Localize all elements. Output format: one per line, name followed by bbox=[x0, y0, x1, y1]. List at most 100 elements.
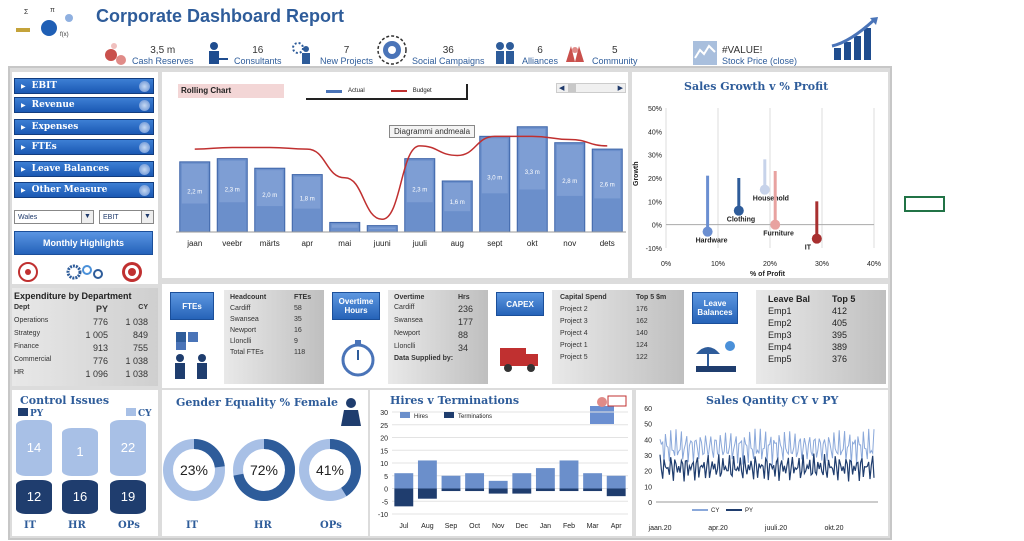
bar-highlight bbox=[594, 151, 621, 199]
terminations-bar bbox=[441, 488, 461, 492]
legend-py-label: PY bbox=[745, 508, 753, 514]
nav-revenue[interactable]: ▶ Revenue bbox=[14, 97, 154, 113]
point bbox=[733, 205, 744, 216]
rolling-chart-label: Rolling Chart bbox=[178, 84, 284, 98]
kpi-consultants: 16 Consultants bbox=[204, 34, 282, 66]
control-py-it: 14 bbox=[16, 420, 52, 476]
gears-icon bbox=[66, 264, 103, 280]
bar-label: 2,8 m bbox=[562, 179, 577, 185]
control-label-hr: HR bbox=[68, 520, 86, 531]
scroll-left-icon[interactable]: ◀ bbox=[559, 85, 565, 92]
x-tick-label: Nov bbox=[492, 523, 505, 530]
y-tick-label: 30% bbox=[648, 153, 662, 160]
budget-line bbox=[194, 135, 608, 220]
bar-label: 2,0 m bbox=[262, 193, 277, 199]
scroll-right-icon[interactable]: ▶ bbox=[617, 85, 623, 92]
table-cell: 405 bbox=[832, 318, 848, 328]
gender-panel bbox=[162, 390, 368, 536]
kpi-value: 6 bbox=[537, 45, 543, 56]
table-cell: 849 bbox=[132, 330, 148, 340]
control-py-hr: 1 bbox=[62, 428, 98, 476]
legend-cy-swatch bbox=[126, 408, 136, 416]
table-cell: Commercial bbox=[14, 356, 52, 363]
table-cell: Cardiff bbox=[230, 305, 251, 312]
project-icon bbox=[292, 42, 310, 64]
nav-leave-balances[interactable]: ▶ Leave Balances bbox=[14, 161, 154, 177]
x-axis-title: % of Profit bbox=[750, 271, 786, 278]
ftes-tile[interactable]: FTEs bbox=[170, 292, 214, 320]
point-label: IT bbox=[805, 245, 812, 252]
piggy-bank-icon bbox=[105, 43, 126, 65]
table-cell: Project 1 bbox=[560, 342, 588, 349]
legend-py-label: PY bbox=[30, 409, 44, 419]
donut-value: 23% bbox=[180, 462, 208, 478]
capex-tile[interactable]: CAPEX bbox=[496, 292, 544, 316]
bar-highlight bbox=[519, 128, 546, 190]
table-cell: Strategy bbox=[14, 330, 41, 337]
bar-highlight bbox=[556, 144, 583, 196]
y-tick-label: 60 bbox=[644, 406, 652, 413]
community-icon bbox=[566, 46, 584, 62]
donut-arc bbox=[299, 439, 361, 501]
y-tick-label: 10% bbox=[648, 199, 662, 206]
legend-terminations: Terminations bbox=[458, 414, 492, 420]
gender-title: Gender Equality % Female bbox=[176, 396, 338, 409]
hires-bar bbox=[465, 473, 485, 489]
table-cell: 9 bbox=[294, 338, 298, 345]
x-tick-label: 30% bbox=[815, 261, 829, 268]
svg-text:f(x): f(x) bbox=[60, 32, 69, 38]
scroll-thumb[interactable] bbox=[568, 84, 577, 92]
monthly-highlights-button[interactable]: Monthly Highlights bbox=[14, 231, 153, 255]
nav-other-measure[interactable]: ▶ Other Measure bbox=[14, 182, 154, 198]
sales-growth-chart: -10% 0% 10% 20% 30% 40% 50% 0% 10% 20% 30% 40% % of … bbox=[633, 106, 881, 278]
nav-ftes[interactable]: ▶ FTEs bbox=[14, 139, 154, 155]
leave-balances-tile[interactable]: Leave Balances bbox=[692, 292, 738, 324]
chevron-down-icon: ▼ bbox=[81, 211, 93, 223]
region-select[interactable]: Wales ▼ bbox=[14, 210, 94, 224]
nav-ebit[interactable]: ▶ EBIT bbox=[14, 78, 154, 94]
y-tick-label: 30 bbox=[380, 410, 388, 417]
social-icon bbox=[377, 35, 407, 65]
chart-scrollbar[interactable]: ◀ ▶ bbox=[556, 83, 626, 93]
bar-highlight bbox=[256, 170, 283, 207]
terminations-bar bbox=[394, 488, 414, 507]
y-tick-label: 50% bbox=[648, 106, 662, 113]
overtime-table: Overtime Hrs Cardiff 236 Swansea 177 Newpor… bbox=[388, 290, 488, 384]
table-cell: 755 bbox=[132, 343, 148, 353]
chevron-down-icon: ▼ bbox=[141, 211, 153, 223]
terminations-bar bbox=[465, 488, 485, 492]
puzzle-people-icon bbox=[175, 332, 207, 379]
kpi-label: Cash Reserves bbox=[132, 56, 194, 66]
terminations-bar bbox=[535, 488, 555, 492]
gender-label-ops: OPs bbox=[320, 520, 342, 531]
hires-title: Hires v Terminations bbox=[390, 394, 520, 407]
measure-select-value: EBIT bbox=[103, 213, 119, 221]
overtime-tile[interactable]: Overtime Hours bbox=[332, 292, 380, 320]
kpi-label: Stock Price (close) bbox=[722, 56, 798, 66]
nav-expenses[interactable]: ▶ Expenses bbox=[14, 119, 154, 135]
y-tick-label: 20 bbox=[380, 436, 388, 443]
terminations-bar bbox=[417, 488, 437, 499]
x-tick-label: mai bbox=[338, 239, 351, 248]
col-header: Headcount bbox=[230, 294, 267, 301]
target-icon bbox=[122, 262, 142, 282]
measure-select[interactable]: EBIT ▼ bbox=[99, 210, 154, 224]
person-icon bbox=[341, 398, 361, 426]
kpi-label: Social Campaigns bbox=[412, 56, 485, 66]
chart-legend: Actual Budget bbox=[306, 84, 468, 100]
bar-highlight bbox=[294, 176, 321, 209]
x-tick-label: sept bbox=[487, 239, 503, 248]
kpi-value: 36 bbox=[442, 45, 454, 56]
y-tick-label: 10 bbox=[644, 484, 652, 491]
table-cell: Newport bbox=[394, 330, 421, 337]
col-header: Top 5 $m bbox=[636, 294, 667, 301]
bar-label: 1,8 m bbox=[300, 196, 315, 202]
x-tick-label: 10% bbox=[711, 261, 725, 268]
y-tick-label: -10% bbox=[646, 246, 662, 253]
selected-cell[interactable] bbox=[904, 196, 945, 212]
control-py-ops: 22 bbox=[110, 420, 146, 476]
y-tick-label: -5 bbox=[382, 499, 388, 506]
x-tick-label: juuni bbox=[373, 239, 391, 248]
beach-icon bbox=[696, 341, 736, 372]
table-cell: Llonclli bbox=[230, 338, 252, 345]
